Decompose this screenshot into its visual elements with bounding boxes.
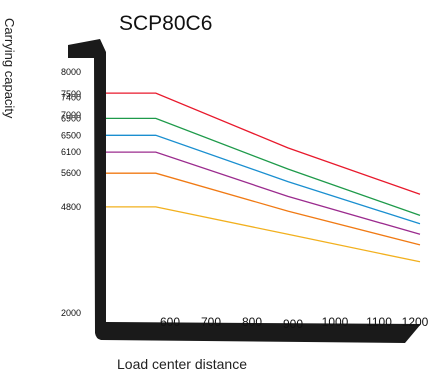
series-line-4 [103,151,421,235]
y-tick-2000: 2000 [61,308,81,318]
y-tick-7000: 7000 [61,110,81,120]
x-tick-1100: 1100 [366,315,392,329]
fork-axis [68,39,421,343]
y-tick-7500: 7500 [61,89,81,99]
series-line-2 [103,117,421,217]
y-tick-6500: 6500 [61,130,81,140]
series-line-3 [103,134,421,225]
series-line-6 [103,206,421,263]
x-tick-labels: 600 700 800 900 1000 1100 1200 [160,315,429,331]
y-tick-8000: 8000 [61,67,81,77]
x-tick-700: 700 [201,315,221,329]
y-tick-7400: 7400 [61,92,81,102]
y-axis-label: Carrying capacity [2,18,17,119]
x-tick-900: 900 [283,317,303,331]
x-tick-1000: 1000 [322,315,349,329]
y-tick-6900: 6900 [61,113,81,123]
series-line-5 [103,172,421,246]
x-tick-800: 800 [242,315,262,329]
y-tick-5600: 5600 [61,168,81,178]
y-tick-4800: 4800 [61,202,81,212]
series-lines [103,92,421,263]
x-tick-1200: 1200 [402,315,429,329]
x-tick-600: 600 [160,315,180,329]
y-tick-6100: 6100 [61,147,81,157]
chart-title: SCP80C6 [119,12,213,35]
x-axis-label: Load center distance [117,356,247,372]
series-line-1 [103,92,421,195]
